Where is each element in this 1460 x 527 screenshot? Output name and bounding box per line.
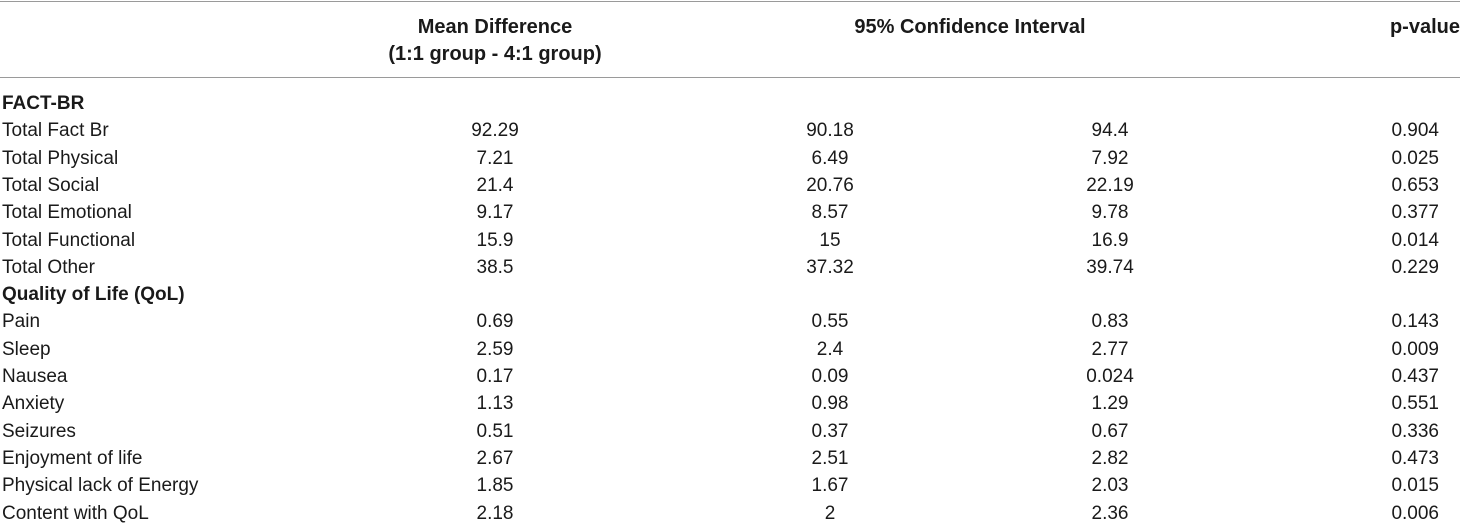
p-value-cell: 0.025	[1391, 147, 1439, 169]
p-value-cell: 0.009	[1391, 338, 1439, 360]
mean-difference-cell: 7.21	[476, 147, 514, 169]
row-label: Total Social	[2, 174, 100, 196]
mean-difference-cell: 2.67	[476, 447, 514, 469]
mean-difference-cell: 2.18	[476, 502, 514, 524]
ci-lower-cell: 8.57	[811, 202, 849, 224]
table-row: Total Other 38.5 37.32 39.74 0.229	[0, 254, 1460, 281]
ci-lower-cell: 90.18	[806, 120, 854, 142]
header-mean-difference-line2: (1:1 group - 4:1 group)	[388, 43, 602, 65]
ci-upper-cell: 7.92	[1091, 147, 1129, 169]
header-mean-difference: Mean Difference (1:1 group - 4:1 group)	[380, 14, 610, 68]
table-row: Anxiety 1.13 0.98 1.29 0.551	[0, 390, 1460, 417]
row-label: Total Other	[2, 256, 95, 278]
row-label: Anxiety	[2, 393, 65, 415]
header-confidence-interval: 95% Confidence Interval	[854, 16, 1086, 38]
mean-difference-cell: 15.9	[476, 229, 514, 251]
row-label: Nausea	[2, 366, 68, 387]
section-title: FACT-BR	[2, 93, 85, 114]
table-row: Total Emotional 9.17 8.57 9.78 0.377	[0, 199, 1460, 226]
row-label: Sleep	[2, 338, 51, 360]
table-row: Total Social 21.4 20.76 22.19 0.653	[0, 172, 1460, 199]
table-row: Content with QoL 2.18 2 2.36 0.006	[0, 500, 1460, 527]
table-row: Total Fact Br 92.29 90.18 94.4 0.904	[0, 117, 1460, 144]
p-value-cell: 0.904	[1391, 120, 1439, 142]
section-header-row: FACT-BR	[0, 90, 1460, 117]
ci-upper-cell: 2.82	[1091, 447, 1129, 469]
p-value-cell: 0.377	[1391, 202, 1439, 224]
p-value-cell: 0.653	[1391, 174, 1439, 196]
ci-upper-cell: 39.74	[1086, 256, 1134, 278]
header-rule	[0, 77, 1460, 78]
ci-upper-cell: 0.024	[1086, 366, 1134, 387]
p-value-cell: 0.006	[1391, 502, 1439, 524]
row-label: Total Physical	[2, 147, 119, 169]
ci-lower-cell: 0.98	[811, 393, 849, 415]
ci-upper-cell: 16.9	[1091, 229, 1129, 251]
table-row: Enjoyment of life 2.67 2.51 2.82 0.473	[0, 445, 1460, 472]
mean-difference-cell: 1.13	[476, 393, 514, 415]
ci-lower-cell: 0.55	[811, 311, 849, 333]
ci-upper-cell: 22.19	[1086, 174, 1134, 196]
ci-upper-cell: 0.83	[1091, 311, 1129, 333]
row-label: Total Functional	[2, 229, 136, 251]
p-value-cell: 0.336	[1391, 420, 1439, 442]
ci-lower-cell: 2	[824, 502, 836, 524]
p-value-cell: 0.229	[1391, 256, 1439, 278]
section-header-row: Quality of Life (QoL)	[0, 281, 1460, 308]
mean-difference-cell: 0.51	[476, 420, 514, 442]
ci-upper-cell: 2.77	[1091, 338, 1129, 360]
table-row: Seizures 0.51 0.37 0.67 0.336	[0, 418, 1460, 445]
ci-upper-cell: 94.4	[1091, 120, 1129, 142]
mean-difference-cell: 9.17	[476, 202, 514, 224]
ci-lower-cell: 0.09	[811, 366, 849, 387]
p-value-cell: 0.437	[1391, 366, 1439, 387]
ci-lower-cell: 15	[819, 229, 841, 251]
ci-lower-cell: 2.4	[816, 338, 844, 360]
p-value-cell: 0.473	[1391, 447, 1439, 469]
ci-lower-cell: 1.67	[811, 475, 849, 497]
row-label: Total Fact Br	[2, 120, 109, 142]
top-rule	[0, 1, 1460, 2]
p-value-cell: 0.015	[1391, 475, 1439, 497]
row-label: Total Emotional	[2, 202, 132, 224]
header-mean-difference-line1: Mean Difference	[417, 16, 573, 38]
row-label: Content with QoL	[2, 502, 149, 524]
row-label: Pain	[2, 311, 41, 333]
ci-upper-cell: 2.36	[1091, 502, 1129, 524]
p-value-cell: 0.014	[1391, 229, 1439, 251]
table-row: Sleep 2.59 2.4 2.77 0.009	[0, 336, 1460, 363]
mean-difference-cell: 0.17	[476, 366, 514, 387]
section-title: Quality of Life (QoL)	[2, 284, 185, 306]
header-p-value: p-value	[1389, 16, 1460, 38]
p-value-cell: 0.551	[1391, 393, 1439, 415]
ci-lower-cell: 6.49	[811, 147, 849, 169]
p-value-cell: 0.143	[1391, 311, 1439, 333]
table-row: Total Functional 15.9 15 16.9 0.014	[0, 227, 1460, 254]
mean-difference-cell: 21.4	[476, 174, 514, 196]
row-label: Seizures	[2, 420, 76, 442]
table-row: Nausea 0.17 0.09 0.024 0.437	[0, 363, 1460, 390]
ci-upper-cell: 9.78	[1091, 202, 1129, 224]
table-row: Pain 0.69 0.55 0.83 0.143	[0, 308, 1460, 335]
ci-upper-cell: 2.03	[1091, 475, 1129, 497]
mean-difference-cell: 2.59	[476, 338, 514, 360]
ci-lower-cell: 0.37	[811, 420, 849, 442]
mean-difference-cell: 1.85	[476, 475, 514, 497]
mean-difference-cell: 0.69	[476, 311, 514, 333]
row-label: Physical lack of Energy	[2, 475, 199, 497]
table-row: Physical lack of Energy 1.85 1.67 2.03 0.015	[0, 472, 1460, 499]
ci-lower-cell: 20.76	[806, 174, 854, 196]
ci-upper-cell: 1.29	[1091, 393, 1129, 415]
mean-difference-cell: 92.29	[471, 120, 519, 142]
row-label: Enjoyment of life	[2, 447, 143, 469]
mean-difference-cell: 38.5	[476, 256, 514, 278]
ci-lower-cell: 2.51	[811, 447, 849, 469]
ci-lower-cell: 37.32	[806, 256, 854, 278]
ci-upper-cell: 0.67	[1091, 420, 1129, 442]
table-row: Total Physical 7.21 6.49 7.92 0.025	[0, 145, 1460, 172]
